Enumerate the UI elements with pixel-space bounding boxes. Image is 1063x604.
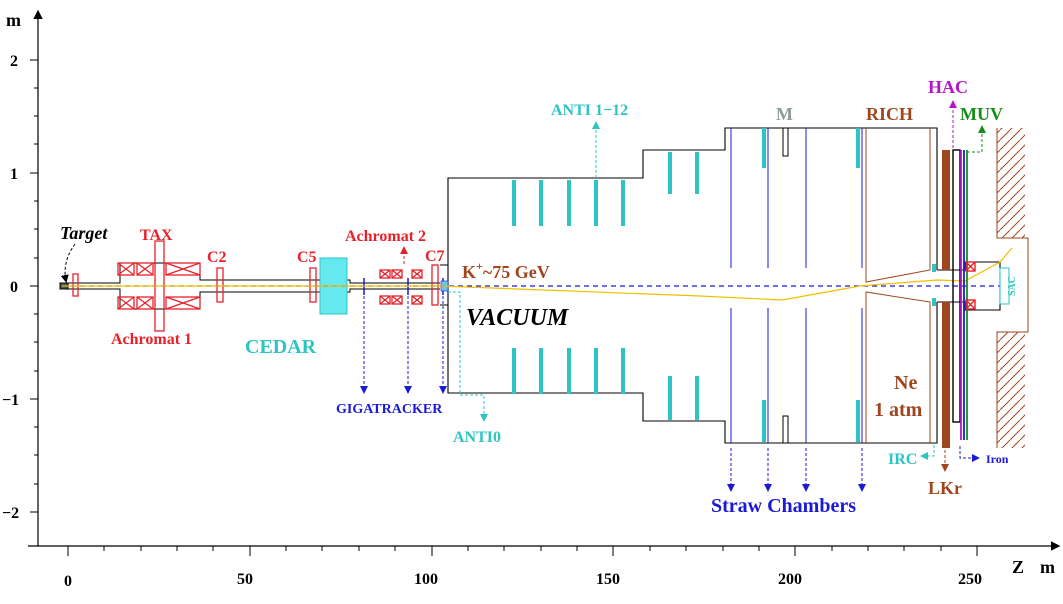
x-tick-label-150: 150	[596, 571, 620, 588]
muv-arrow	[967, 125, 986, 153]
x-tick-label-100: 100	[414, 571, 438, 588]
label-straw-chambers: Straw Chambers	[711, 495, 856, 517]
y-tick-label-2: 2	[10, 53, 18, 70]
straw-arrows	[727, 448, 866, 492]
label-c5: C5	[297, 249, 317, 266]
label-m: M	[776, 104, 793, 124]
label-hac: HAC	[928, 77, 968, 97]
c5-collimator	[309, 267, 317, 303]
x-tick-label-50: 50	[237, 571, 253, 588]
label-target: Target	[60, 223, 108, 243]
label-iron: Iron	[986, 452, 1009, 466]
achromat2-magnets	[379, 264, 439, 306]
iron-arrow	[959, 446, 980, 462]
axes: m Z m 2 1 0 −1 −2 0 50 100 150 200 250	[2, 9, 1061, 590]
y-axis-unit: m	[6, 10, 21, 30]
x-axis-unit: m	[1040, 557, 1055, 577]
x-tick-label-0: 0	[64, 573, 72, 590]
hac-muv	[952, 149, 976, 440]
label-beam: K+~75 GeV	[462, 259, 550, 282]
x-tick-label-250: 250	[958, 571, 982, 588]
label-anti0: ANTI0	[453, 429, 501, 446]
label-irc: IRC	[888, 451, 917, 468]
label-c2: C2	[207, 249, 227, 266]
anti0-arrow	[448, 291, 488, 422]
label-sac: SAC	[1007, 276, 1018, 296]
label-achromat1: Achromat 1	[111, 331, 192, 348]
label-cedar: CEDAR	[245, 336, 317, 358]
spectrometer-magnet	[782, 127, 789, 444]
anti-veto-stations	[512, 128, 936, 442]
y-ticks	[30, 59, 38, 513]
y-tick-label-0: 0	[10, 279, 18, 296]
y-tick-label-1: 1	[10, 166, 18, 183]
y-tick-label-m1: −1	[2, 392, 19, 409]
x-axis-z-label: Z	[1012, 557, 1024, 577]
x-ticks	[67, 546, 978, 556]
label-muv: MUV	[960, 104, 1003, 124]
label-achromat2: Achromat 2	[345, 228, 426, 245]
lkr-calorimeter	[942, 150, 950, 448]
label-anti-1-12: ANTI 1−12	[551, 102, 628, 119]
label-1atm: 1 atm	[874, 399, 923, 421]
y-tick-label-m2: −2	[2, 505, 19, 522]
rich-vessel	[865, 128, 931, 443]
beam-trajectory-downstream	[439, 247, 1013, 301]
c2-collimator	[216, 267, 224, 303]
gigatracker-arrows	[360, 296, 447, 394]
label-ne: Ne	[894, 372, 917, 394]
label-gigatracker: GIGATRACKER	[336, 402, 443, 417]
straw-chambers	[730, 128, 863, 443]
label-c7: C7	[425, 248, 445, 265]
target-arrow	[60, 243, 76, 283]
label-tax: TAX	[140, 227, 173, 244]
sac-detector	[999, 267, 1010, 305]
x-tick-label-200: 200	[778, 571, 802, 588]
irc-arrow	[920, 445, 935, 460]
label-lkr: LKr	[928, 478, 962, 498]
iron-wall	[996, 128, 1029, 448]
label-vacuum: VACUUM	[466, 305, 570, 331]
label-rich: RICH	[866, 104, 913, 124]
c7-collimator	[431, 264, 439, 306]
